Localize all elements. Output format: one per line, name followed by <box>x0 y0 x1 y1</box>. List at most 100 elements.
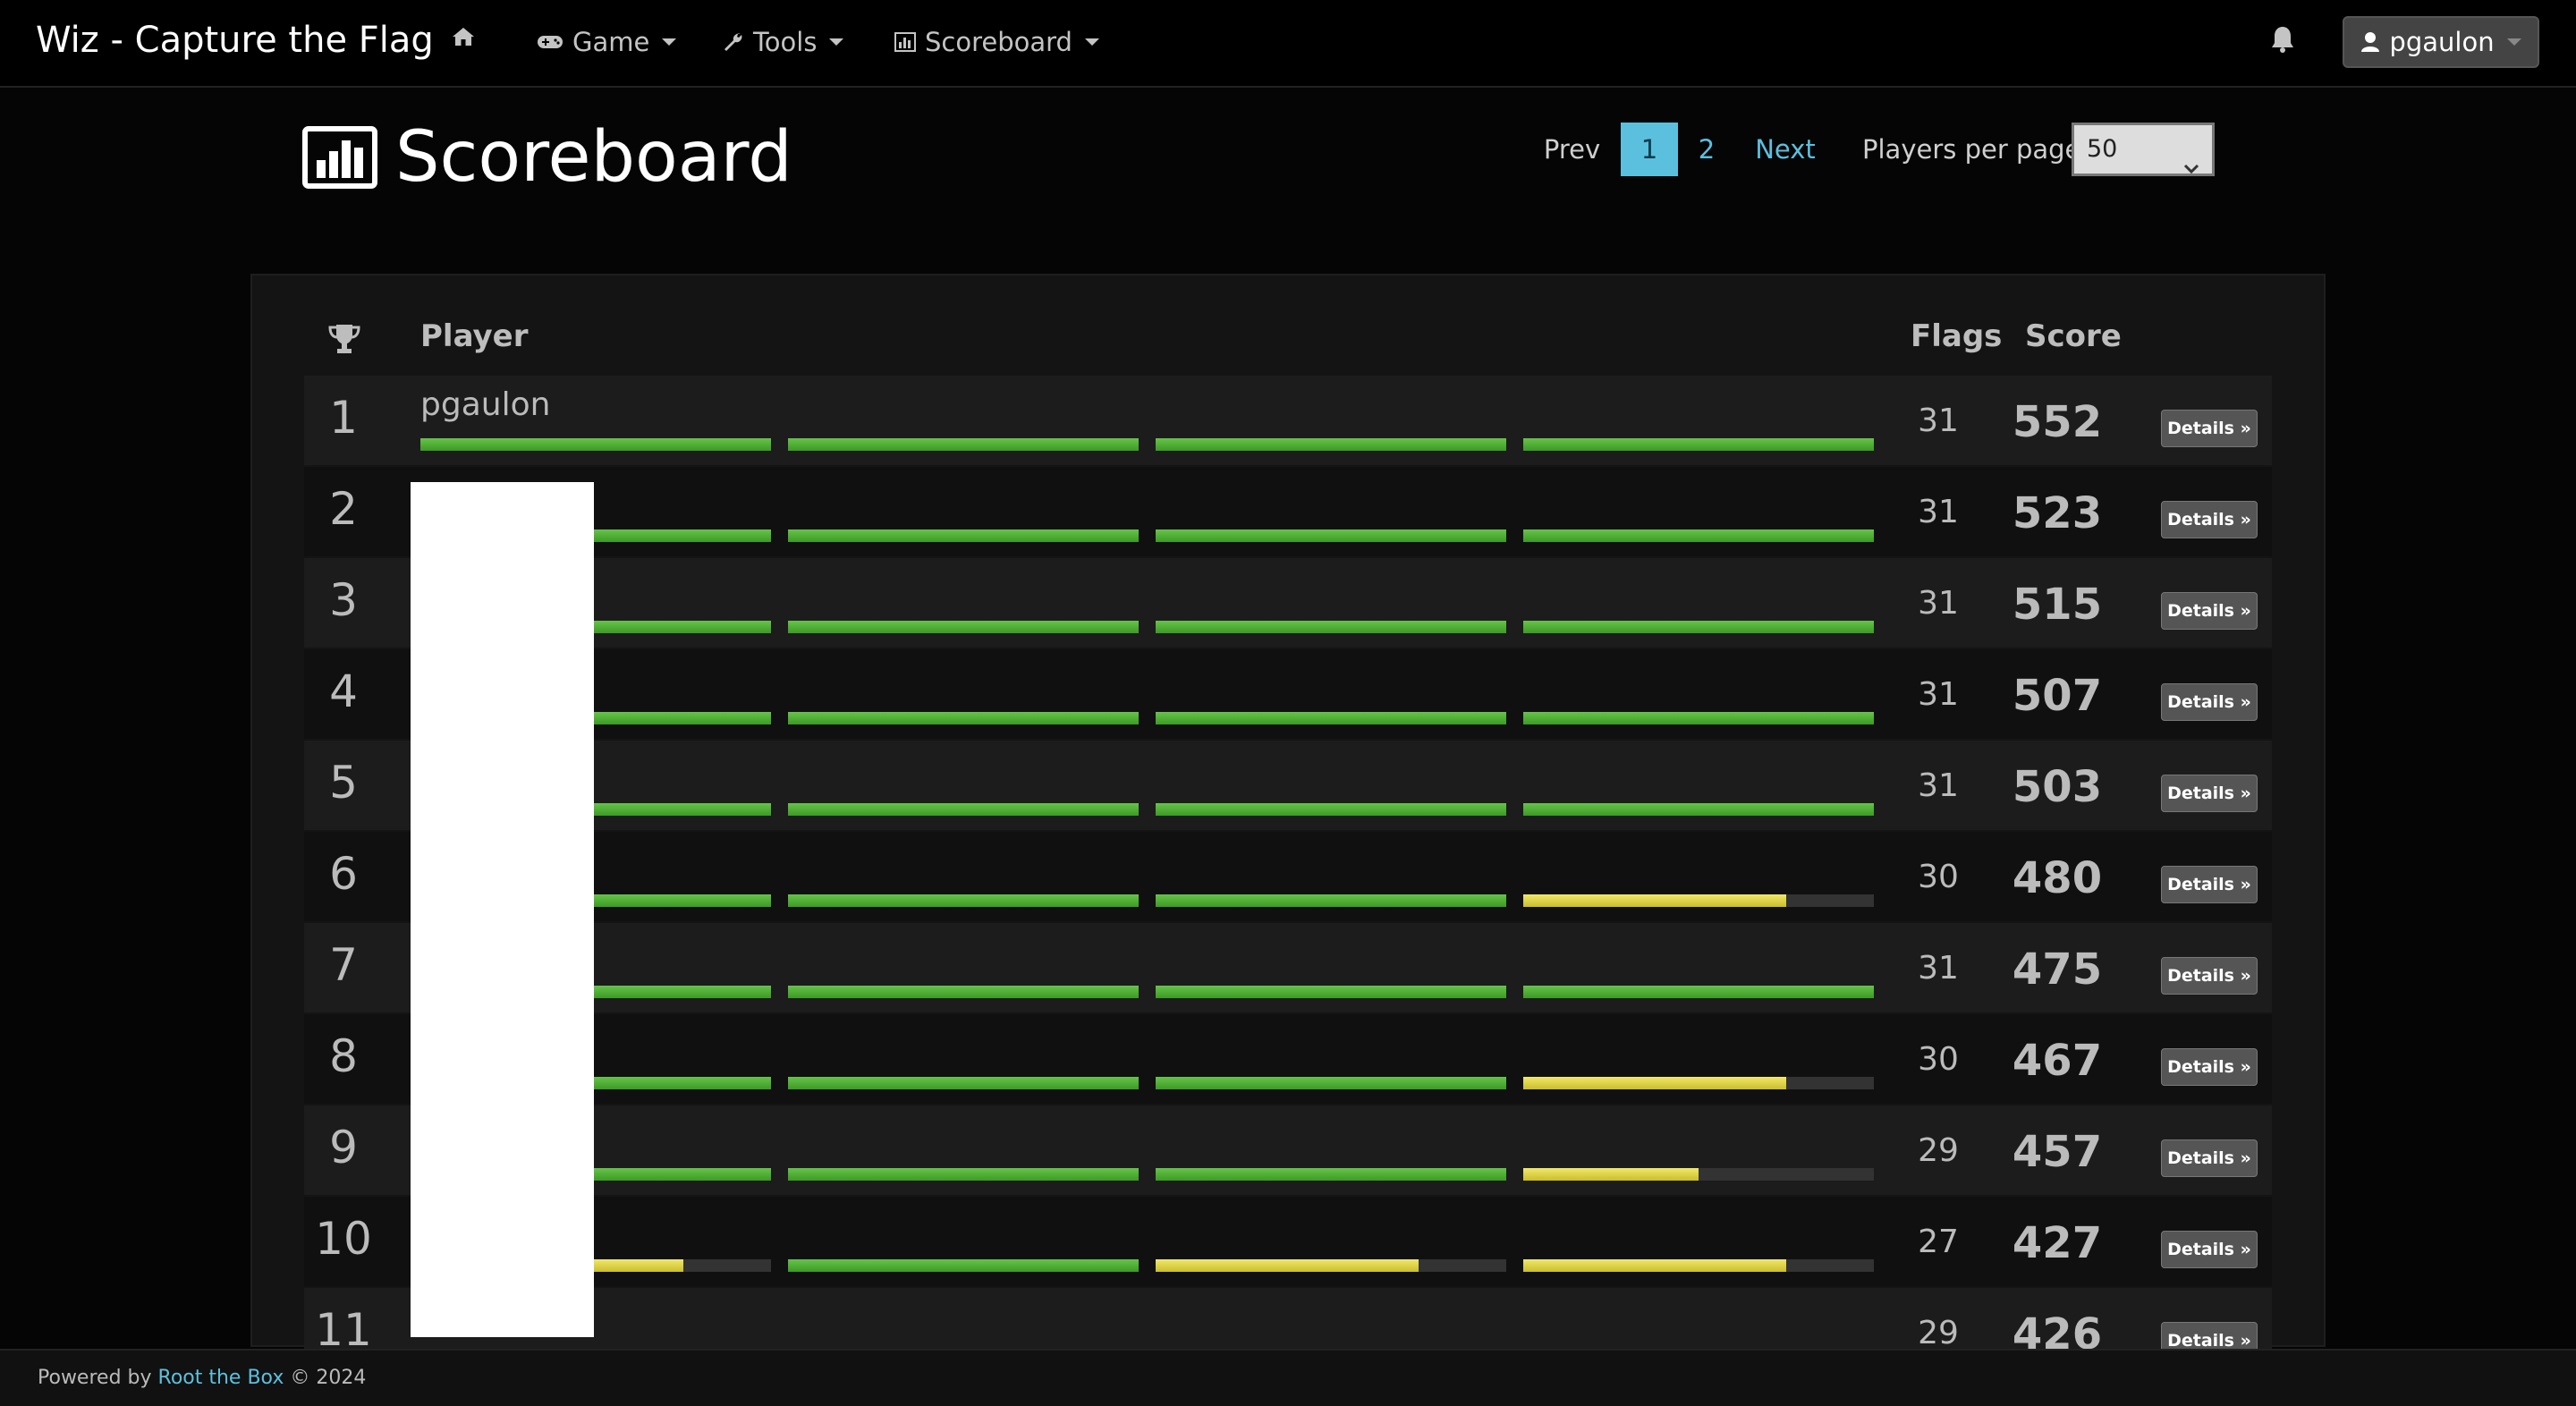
flags-cell: 31 <box>1918 585 1959 622</box>
category-progress-bar <box>788 712 1139 724</box>
progress-fill <box>1523 438 1874 451</box>
nav-scoreboard-label: Scoreboard <box>925 27 1072 57</box>
user-menu-button[interactable]: pgaulon <box>2343 16 2539 68</box>
flags-cell: 31 <box>1918 767 1959 804</box>
brand-title[interactable]: Wiz - Capture the Flag <box>36 20 434 61</box>
rank-cell: 10 <box>315 1213 372 1265</box>
score-cell: 427 <box>2012 1218 2103 1268</box>
gamepad-icon <box>537 33 564 51</box>
nav-scoreboard[interactable]: Scoreboard <box>894 27 1099 57</box>
page-title-text: Scoreboard <box>395 117 792 198</box>
page-title: Scoreboard <box>302 113 792 202</box>
score-cell: 523 <box>2012 488 2103 538</box>
progress-fill <box>1523 712 1874 724</box>
flags-cell: 29 <box>1918 1315 1959 1351</box>
notifications-bell[interactable] <box>2270 25 2295 57</box>
score-cell: 503 <box>2012 762 2103 812</box>
details-button[interactable]: Details » <box>2161 592 2258 630</box>
category-progress-bar <box>788 986 1139 998</box>
home-icon <box>452 27 475 47</box>
details-button[interactable]: Details » <box>2161 957 2258 995</box>
flags-cell: 30 <box>1918 859 1959 895</box>
progress-fill <box>1523 803 1874 816</box>
category-progress-bar <box>1523 712 1874 724</box>
score-cell: 515 <box>2012 580 2103 630</box>
score-cell: 507 <box>2012 671 2103 721</box>
rank-header <box>327 322 361 364</box>
score-cell: 552 <box>2012 397 2103 447</box>
progress-fill <box>788 621 1139 633</box>
category-progress-bar <box>1156 986 1506 998</box>
category-progress-bar <box>1523 1077 1874 1089</box>
category-progress-bar <box>1156 529 1506 542</box>
category-progress-bar <box>1523 529 1874 542</box>
pagination-page-2[interactable]: 2 <box>1698 134 1716 165</box>
category-progress-bar <box>1523 438 1874 451</box>
progress-fill <box>788 438 1139 451</box>
details-button[interactable]: Details » <box>2161 683 2258 721</box>
category-progress-bar <box>420 438 771 451</box>
rank-cell: 7 <box>329 939 358 991</box>
nav-game[interactable]: Game <box>537 27 677 57</box>
table-row: 5 31 503 Details » <box>304 741 2272 830</box>
details-button[interactable]: Details » <box>2161 410 2258 447</box>
footer-link[interactable]: Root the Box <box>157 1367 284 1389</box>
progress-fill <box>1156 529 1506 542</box>
category-progress-bar <box>788 621 1139 633</box>
pagination-prev[interactable]: Prev <box>1543 134 1601 165</box>
nav-home[interactable] <box>452 27 475 47</box>
rank-cell: 9 <box>329 1122 358 1173</box>
details-button[interactable]: Details » <box>2161 1231 2258 1268</box>
score-cell: 475 <box>2012 944 2103 995</box>
player-name[interactable]: pgaulon <box>420 386 551 423</box>
category-progress-bar <box>1523 986 1874 998</box>
category-progress-bar <box>1523 894 1874 907</box>
score-cell: 480 <box>2012 853 2103 903</box>
table-row: 6 30 480 Details » <box>304 832 2272 921</box>
rank-cell: 2 <box>329 483 358 535</box>
category-progress-bar <box>1156 712 1506 724</box>
category-progress-bar <box>1523 621 1874 633</box>
progress-fill <box>1156 712 1506 724</box>
redaction-block <box>411 482 594 1337</box>
score-cell: 467 <box>2012 1036 2103 1086</box>
bar-chart-icon <box>894 32 916 52</box>
details-button[interactable]: Details » <box>2161 1048 2258 1086</box>
progress-fill <box>1156 803 1506 816</box>
rank-cell: 3 <box>329 574 358 626</box>
progress-fill <box>788 986 1139 998</box>
pagination-next[interactable]: Next <box>1755 134 1816 165</box>
flags-header: Flags <box>1911 318 2003 354</box>
nav-tools[interactable]: Tools <box>723 27 844 57</box>
progress-fill <box>788 1168 1139 1181</box>
category-progress-bar <box>1156 1077 1506 1089</box>
bar-chart-icon <box>302 126 377 189</box>
category-progress-bar <box>788 1259 1139 1272</box>
category-progress-bar <box>788 894 1139 907</box>
player-header: Player <box>420 318 529 354</box>
category-progress-bar <box>788 438 1139 451</box>
category-progress-bar <box>788 803 1139 816</box>
progress-fill <box>788 1259 1139 1272</box>
progress-fill <box>1523 986 1874 998</box>
table-row: 8 30 467 Details » <box>304 1014 2272 1104</box>
progress-fill <box>1156 621 1506 633</box>
category-progress-bar <box>1156 894 1506 907</box>
pagination-page-1[interactable]: 1 <box>1621 123 1678 176</box>
players-per-page-select[interactable]: 50 <box>2072 123 2215 176</box>
flags-cell: 27 <box>1918 1224 1959 1260</box>
chevron-down-icon <box>2506 38 2521 46</box>
footer: Powered by Root the Box © 2024 <box>0 1349 2576 1406</box>
details-button[interactable]: Details » <box>2161 1139 2258 1177</box>
table-row: 2 31 523 Details » <box>304 467 2272 556</box>
details-button[interactable]: Details » <box>2161 775 2258 812</box>
details-button[interactable]: Details » <box>2161 866 2258 903</box>
progress-fill <box>1156 1077 1506 1089</box>
progress-fill <box>1523 1168 1699 1181</box>
rank-cell: 11 <box>315 1304 372 1356</box>
footer-prefix: Powered by <box>38 1367 152 1389</box>
category-progress-bar <box>1523 1259 1874 1272</box>
players-per-page-label: Players per page <box>1862 134 2081 165</box>
details-button[interactable]: Details » <box>2161 501 2258 538</box>
progress-fill <box>1523 1259 1786 1272</box>
